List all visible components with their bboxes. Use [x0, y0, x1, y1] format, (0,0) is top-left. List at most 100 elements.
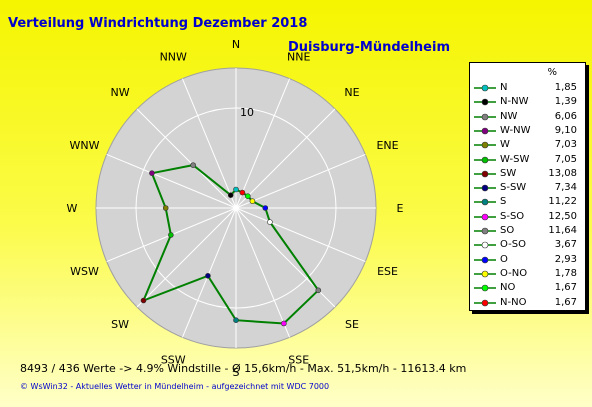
legend-label: N [500, 82, 508, 93]
legend-item: O-NO 1,78 [470, 267, 585, 282]
legend: % N 1,85 N-NW 1,39 NW 6,06 W-NW 9,10 W 7,03 W-SW 7,… [469, 62, 586, 311]
direction-label: NE [344, 86, 359, 99]
legend-value: 7,34 [554, 182, 577, 194]
data-point [233, 317, 239, 324]
data-point [267, 219, 273, 225]
legend-value: 1,67 [554, 282, 577, 294]
legend-item: S 11,22 [470, 195, 585, 210]
spoke [235, 207, 291, 338]
direction-label: W [67, 202, 78, 215]
legend-marker [474, 227, 496, 235]
data-point [262, 205, 269, 211]
legend-label: SO [500, 225, 515, 236]
data-point [149, 170, 155, 176]
legend-item: W-NW 9,10 [470, 124, 585, 139]
legend-item: N-NW 1,39 [470, 95, 585, 110]
legend-item: O 2,93 [470, 253, 585, 268]
legend-marker [474, 84, 496, 92]
spoke [235, 207, 366, 263]
legend-value: 1,85 [554, 82, 577, 93]
legend-label: W-SW [500, 153, 530, 165]
spoke [136, 207, 237, 308]
legend-label: N-NO [500, 296, 527, 308]
legend-label: NW [500, 110, 518, 122]
legend-value: 6,06 [554, 110, 577, 122]
legend-marker [474, 98, 496, 106]
legend-item: O-SO 3,67 [470, 238, 585, 253]
spoke [136, 108, 237, 209]
legend-marker [474, 184, 496, 192]
spoke [235, 153, 366, 209]
legend-item: W-SW 7,05 [470, 153, 585, 168]
legend-marker [474, 299, 496, 306]
legend-marker [474, 199, 496, 206]
legend-item: W 7,03 [470, 138, 585, 153]
data-point [205, 273, 211, 279]
data-point [245, 193, 251, 199]
legend-item: SW 13,08 [470, 167, 585, 182]
footer-line: © WsWin32 - Aktuelles Wetter in Mündelhe… [20, 382, 330, 391]
data-point [315, 287, 322, 294]
direction-label: NNE [287, 50, 310, 63]
legend-item: NO 1,67 [470, 281, 585, 296]
legend-item: N-NO 1,67 [470, 296, 585, 311]
station-name: Duisburg-Mündelheim [287, 40, 450, 55]
direction-label: SW [111, 318, 129, 331]
legend-label: O [500, 253, 508, 265]
legend-marker [474, 113, 496, 120]
legend-label: NO [500, 282, 516, 294]
direction-label: SSW [161, 354, 186, 367]
legend-label: O-NO [500, 267, 528, 279]
legend-item: S-SW 7,34 [470, 181, 585, 196]
ring-10 [135, 107, 337, 309]
direction-label: NNW [160, 50, 187, 63]
spoke [181, 207, 237, 338]
legend-label: S [500, 196, 507, 208]
spoke [181, 78, 237, 209]
legend-value: 13,08 [548, 167, 577, 179]
legend-item: SO 11,64 [470, 224, 585, 239]
legend-value: 7,05 [554, 153, 577, 165]
data-point [190, 162, 196, 168]
legend-value: 12,50 [548, 210, 577, 222]
direction-label: E [397, 202, 404, 215]
legend-label: SW [500, 167, 517, 179]
direction-label: NW [110, 86, 129, 99]
data-point [168, 232, 174, 238]
legend-marker [474, 284, 496, 292]
direction-label: SE [345, 318, 359, 331]
legend-marker [474, 270, 496, 278]
data-point [227, 192, 234, 198]
data-point [239, 189, 246, 196]
legend-label: N-NW [500, 96, 529, 108]
spoke [235, 78, 291, 209]
legend-value: 3,67 [554, 239, 577, 251]
legend-value: 11,22 [548, 196, 577, 208]
legend-marker [474, 156, 496, 163]
legend-item: NW 6,06 [470, 110, 585, 125]
legend-marker [474, 213, 496, 220]
legend-marker [474, 141, 496, 149]
legend-marker [474, 241, 496, 249]
legend-unit: % [547, 67, 557, 78]
data-point [233, 186, 239, 193]
direction-label: S [233, 366, 240, 379]
ring-label: 10 [240, 106, 254, 119]
direction-label: WNW [69, 139, 99, 152]
direction-label: ENE [376, 139, 398, 152]
chart-title: Verteilung Windrichtung Dezember 2018 [8, 16, 308, 31]
legend-label: W-NW [500, 124, 531, 136]
direction-label: WSW [70, 265, 99, 278]
legend-label: O-SO [500, 239, 526, 251]
legend-value: 7,03 [554, 139, 577, 151]
legend-value: 11,64 [548, 225, 577, 236]
legend-value: 9,10 [554, 124, 577, 136]
data-point [281, 320, 287, 327]
spoke [235, 108, 336, 209]
legend-value: 1,78 [554, 267, 577, 279]
legend-marker [474, 256, 496, 263]
legend-item: N 1,85 [470, 81, 585, 96]
direction-label: N [232, 38, 240, 51]
